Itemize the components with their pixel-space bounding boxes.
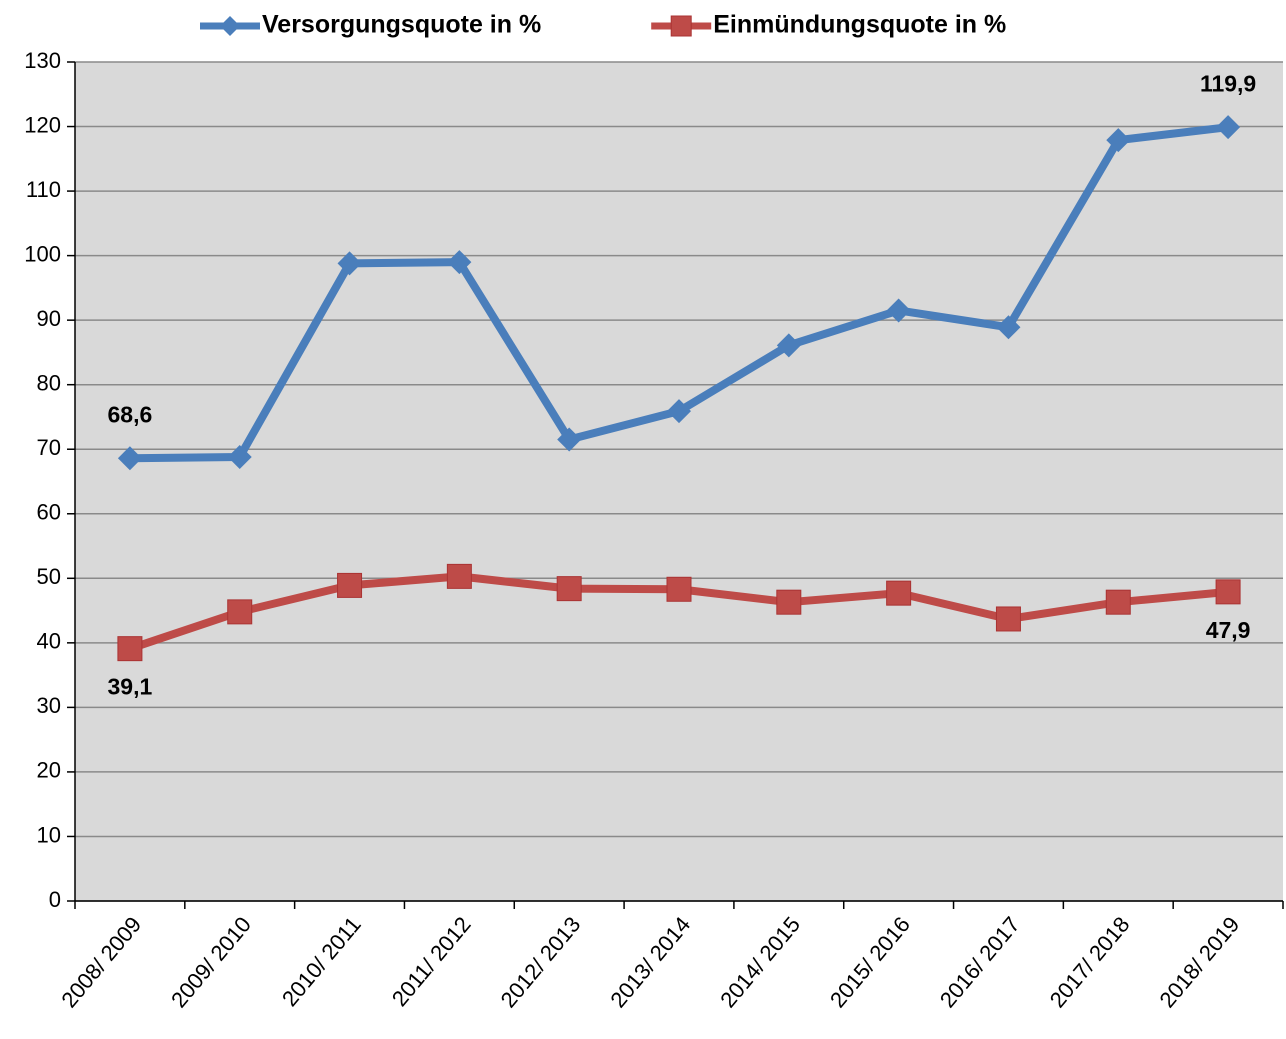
marker (995, 606, 1021, 632)
marker (117, 446, 142, 471)
marker (776, 589, 802, 615)
marker (670, 15, 692, 37)
x-tick-label: 2017/ 2018 (1045, 912, 1135, 1012)
marker (1106, 128, 1131, 153)
y-tick-label: 20 (37, 758, 61, 783)
marker (447, 250, 472, 275)
marker (886, 298, 911, 323)
x-tick-label: 2014/ 2015 (715, 912, 805, 1012)
marker (666, 576, 692, 602)
marker (227, 599, 253, 625)
marker (557, 427, 582, 452)
marker (446, 563, 472, 589)
x-tick-label: 2012/ 2013 (496, 912, 586, 1012)
y-tick-label: 80 (37, 371, 61, 396)
y-tick-label: 60 (37, 500, 61, 525)
y-tick-label: 120 (24, 112, 61, 137)
x-tick-label: 2016/ 2017 (935, 912, 1025, 1012)
y-tick-label: 110 (26, 177, 61, 202)
marker (1216, 115, 1241, 140)
marker (667, 399, 691, 424)
marker (556, 576, 582, 602)
marker (227, 444, 252, 469)
marker (1215, 579, 1241, 605)
data-label: 119,9 (1200, 70, 1256, 96)
y-tick-label: 30 (37, 693, 61, 718)
marker (886, 580, 912, 606)
marker (117, 636, 143, 662)
plot-area (75, 62, 1283, 901)
x-tick-label: 2009/ 2010 (166, 912, 256, 1012)
x-tick-label: 2018/ 2019 (1154, 912, 1244, 1012)
y-tick-label: 100 (24, 241, 61, 266)
x-tick-label: 2008/ 2009 (56, 912, 146, 1012)
x-tick-label: 2011/ 2012 (387, 912, 476, 1011)
marker (337, 251, 362, 276)
marker (996, 315, 1021, 340)
marker (1105, 589, 1131, 615)
marker (337, 572, 363, 598)
legend-label: Versorgungsquote in % (262, 11, 541, 39)
data-label: 68,6 (108, 401, 153, 427)
y-tick-label: 0 (49, 887, 61, 912)
marker (776, 333, 801, 358)
x-tick-label: 2015/ 2016 (825, 912, 915, 1012)
data-label: 47,9 (1206, 617, 1251, 643)
x-tick-label: 2010/ 2011 (277, 912, 366, 1011)
y-tick-label: 50 (37, 564, 61, 589)
legend-label: Einmündungsquote in % (713, 11, 1006, 39)
marker (220, 16, 240, 36)
y-tick-label: 40 (37, 629, 61, 654)
data-label: 39,1 (108, 674, 153, 700)
y-tick-label: 90 (37, 306, 61, 331)
y-tick-label: 130 (24, 48, 61, 73)
y-tick-label: 70 (37, 435, 61, 460)
x-tick-label: 2013/ 2014 (605, 912, 695, 1012)
y-tick-label: 10 (37, 822, 61, 847)
